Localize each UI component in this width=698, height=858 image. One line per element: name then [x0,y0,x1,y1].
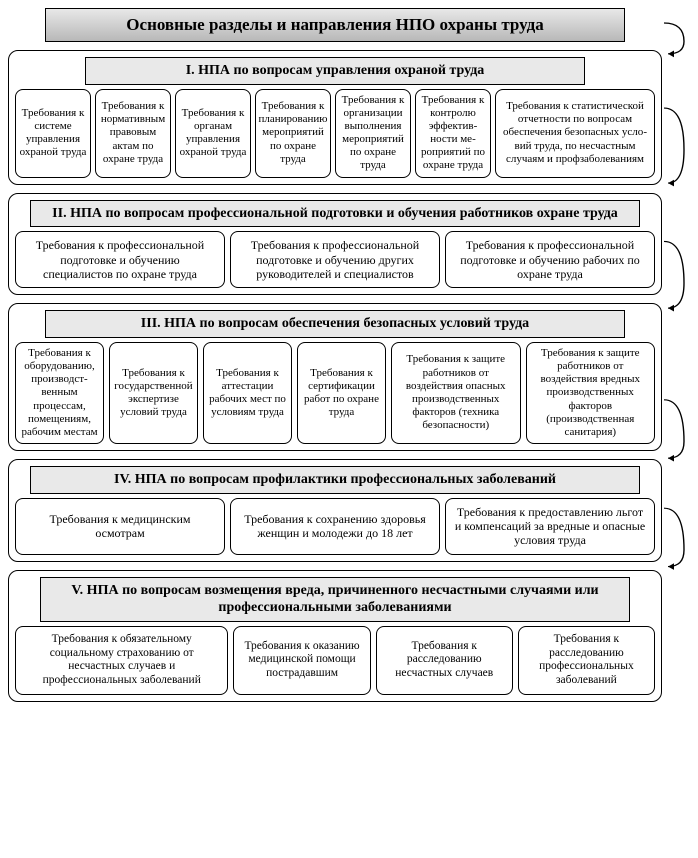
section-1-items: Требования к системе управления охраной … [15,89,655,178]
leaf: Требова­ния к пла­нированию мероприя­тий… [255,89,331,178]
leaf: Требования к расследованию профессиональ… [518,626,655,695]
section-3-items: Требования к оборудованию, производст­ве… [15,342,655,444]
leaf: Требования к профессиональной подготовке… [445,231,655,288]
leaf: Требования к профессиональной подготовке… [15,231,225,288]
leaf: Требования к норма­тивным правовым актам… [95,89,171,178]
section-3: III. НПА по вопросам обеспечения безопас… [8,303,662,451]
leaf: Требова­ния к сер­тификации работ по охр… [297,342,386,444]
section-2-title: II. НПА по вопросам профессиональной под… [30,200,640,228]
leaf: Требования к оборудованию, производст­ве… [15,342,104,444]
leaf: Требования к оказанию медицинской помощи… [233,626,370,695]
leaf: Требования к государ­ственной экспертизе… [109,342,198,444]
section-5: V. НПА по вопросам возмещения вреда, при… [8,570,662,702]
section-4: IV. НПА по вопросам профилактики професс… [8,459,662,562]
diagram-root: Основные разделы и направления НПО охран… [8,8,690,710]
section-2: II. НПА по вопросам профессиональной под… [8,193,662,296]
section-5-title: V. НПА по вопросам возмещения вреда, при… [40,577,630,622]
leaf: Требования к обязательному социальному с… [15,626,228,695]
leaf: Требования к предоставлению льгот и комп… [445,498,655,555]
content-column: Основные разделы и направления НПО охран… [8,8,662,710]
section-1-title: I. НПА по вопросам управления охраной тр… [85,57,585,85]
leaf: Требования к статисти­ческой отчетности … [495,89,655,178]
section-2-items: Требования к профессиональной подготовке… [15,231,655,288]
leaf: Требования к контролю эффектив­ности ме­… [415,89,491,178]
section-4-items: Требования к медицинским осмотрам Требов… [15,498,655,555]
leaf: Требования к медицинским осмотрам [15,498,225,555]
leaf: Требования к организа­ции вы­полнения ме… [335,89,411,178]
section-3-title: III. НПА по вопросам обеспечения безопас… [45,310,625,338]
section-1: I. НПА по вопросам управления охраной тр… [8,50,662,185]
section-4-title: IV. НПА по вопросам профилактики професс… [30,466,640,494]
main-title: Основные разделы и направления НПО охран… [45,8,625,42]
connector-arrows-icon [662,8,690,710]
leaf: Требования к аттеста­ции рабочих мест по… [203,342,292,444]
leaf: Требования к профессиональной подготовке… [230,231,440,288]
leaf: Требования к защите работников от воздей… [391,342,521,444]
leaf: Требования к сохранению здоровья женщин … [230,498,440,555]
leaf: Требования к защите работни­ков от возде… [526,342,656,444]
section-5-items: Требования к обязательному социальному с… [15,626,655,695]
leaf: Требования к расследованию несчастных сл… [376,626,513,695]
leaf: Требования к системе управления охраной … [15,89,91,178]
arrow-column [662,8,690,710]
leaf: Требова­ния к ор­ганам управления охрано… [175,89,251,178]
